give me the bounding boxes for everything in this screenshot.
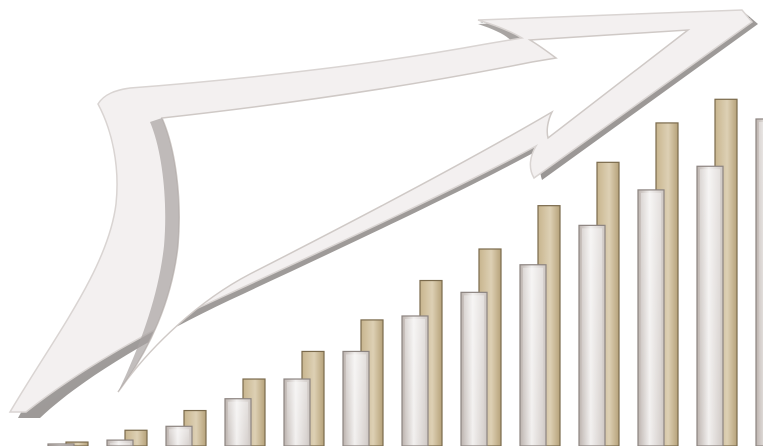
front-bar-highlight-5 (287, 382, 307, 446)
front-bar-highlight-11 (641, 192, 661, 446)
front-bar-highlight-6 (346, 354, 366, 446)
front-bar-1 (47, 443, 75, 446)
front-bar-highlight-2 (110, 443, 130, 446)
front-bar-highlight-13 (759, 121, 763, 446)
front-bar-highlight-3 (169, 429, 189, 446)
front-bar-highlight-10 (582, 228, 602, 446)
front-bar-highlight-9 (523, 267, 543, 446)
front-bar-highlight-4 (228, 401, 248, 446)
front-bar-highlight-8 (464, 295, 484, 446)
bar-group (47, 98, 763, 446)
arrow-inner-bevel (118, 118, 180, 392)
rising-arrow-icon (8, 9, 758, 418)
front-bar-highlight-12 (700, 169, 720, 446)
front-bar-highlight-7 (405, 318, 425, 446)
